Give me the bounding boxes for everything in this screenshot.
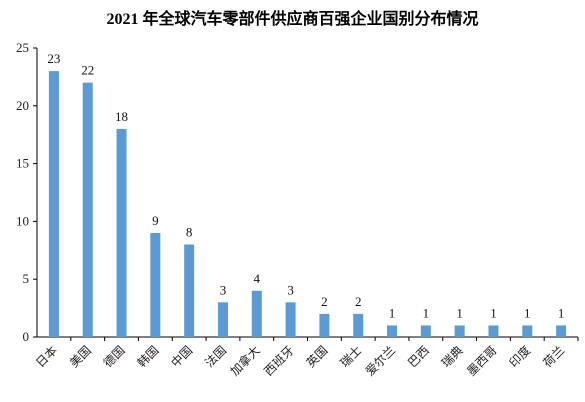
- data-label: 1: [456, 305, 463, 320]
- bar: [285, 302, 296, 337]
- y-tick-label: 0: [23, 329, 30, 344]
- data-label: 4: [254, 271, 261, 286]
- bar: [522, 325, 533, 337]
- data-label: 22: [81, 63, 94, 78]
- data-label: 3: [220, 282, 227, 297]
- bar: [319, 313, 330, 337]
- data-label: 2: [321, 294, 328, 309]
- bar: [353, 313, 364, 337]
- data-label: 1: [423, 305, 430, 320]
- x-tick-label: 瑞典: [439, 343, 466, 370]
- data-label: 2: [355, 294, 362, 309]
- bar: [82, 82, 93, 338]
- data-label: 23: [47, 51, 60, 66]
- x-tick-label: 爱尔兰: [362, 343, 398, 379]
- x-tick-label: 加拿大: [227, 343, 263, 379]
- data-label: 8: [186, 225, 193, 240]
- bar: [488, 325, 499, 337]
- chart-title: 2021 年全球汽车零部件供应商百强企业国别分布情况: [106, 11, 479, 28]
- x-tick-label: 中国: [168, 343, 196, 371]
- bar: [454, 325, 465, 337]
- y-tick-label: 10: [16, 213, 29, 228]
- x-tick-label: 墨西哥: [464, 343, 499, 378]
- bar: [387, 325, 398, 337]
- x-tick-label: 韩国: [134, 343, 162, 371]
- x-tick-label: 印度: [506, 343, 534, 371]
- x-tick-label: 西班牙: [261, 343, 296, 378]
- bar: [184, 244, 195, 337]
- bar: [217, 302, 228, 337]
- x-tick-label: 瑞士: [337, 343, 364, 370]
- data-label: 3: [287, 282, 294, 297]
- x-tick-label: 德国: [100, 343, 128, 371]
- x-tick-label: 荷兰: [540, 343, 567, 370]
- bar: [48, 71, 59, 338]
- y-tick-label: 25: [16, 40, 29, 55]
- data-label: 9: [152, 213, 159, 228]
- bar: [150, 232, 161, 337]
- y-tick-label: 5: [23, 271, 30, 286]
- x-tick-label: 英国: [304, 343, 331, 370]
- x-tick-label: 巴西: [405, 343, 432, 370]
- bar: [116, 128, 127, 337]
- data-label: 1: [389, 305, 396, 320]
- data-label: 18: [115, 109, 128, 124]
- data-label: 1: [524, 305, 531, 320]
- bar: [420, 325, 431, 337]
- x-tick-label: 日本: [33, 343, 60, 370]
- y-tick-label: 15: [16, 156, 29, 171]
- y-tick-label: 20: [16, 98, 29, 113]
- bar: [251, 290, 262, 337]
- x-tick-label: 美国: [67, 343, 94, 370]
- x-tick-label: 法国: [202, 343, 229, 370]
- data-label: 1: [558, 305, 565, 320]
- bar: [556, 325, 567, 337]
- data-label: 1: [490, 305, 497, 320]
